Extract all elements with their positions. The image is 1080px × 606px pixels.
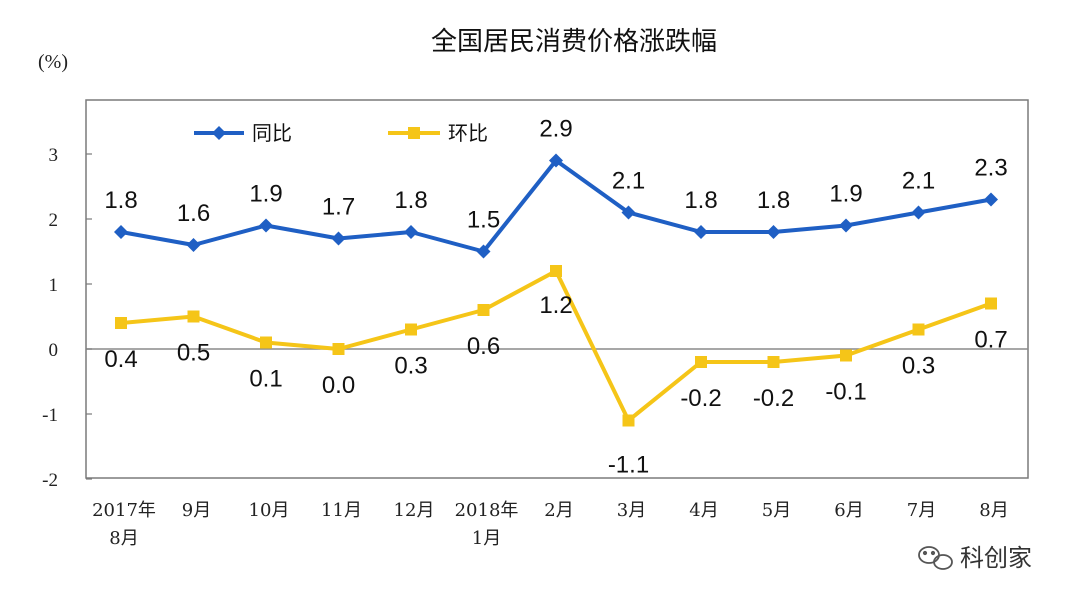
data-label-yoy: 2.1 [612,168,645,195]
y-tick-label: 0 [49,340,59,361]
data-label-yoy: 1.7 [322,194,355,221]
data-label-yoy: 1.8 [684,187,717,214]
data-point-yoy [331,231,346,246]
legend-marker-mom [408,127,420,139]
x-tick-label: 5月 [762,500,791,521]
y-axis-ticks: 3 2 1 0 -1 -2 [42,145,92,491]
data-point-yoy [766,225,781,239]
x-tick-label: 2018年 [455,500,519,521]
data-label-yoy: 1.8 [757,187,790,214]
y-tick-label: -2 [42,470,58,491]
x-tick-label: 8月 [109,528,138,549]
watermark: 科创家 [918,544,1032,572]
y-tick-label: 2 [49,210,59,231]
data-label-yoy: 1.8 [104,187,137,214]
data-point-mom [260,336,272,349]
data-label-mom: 0.1 [249,366,282,393]
data-labels: 1.8 1.6 1.9 1.7 1.8 1.5 2.9 2.1 1.8 1.8 1.9 2.1 2.3 0… [104,116,1007,479]
x-axis-ticks: 2017年 8月 9月 10月 11月 12月 2018年 1月 2月 3月 4月 5月 6月 7月 8月 [92,500,1009,549]
wechat-icon [918,546,953,570]
data-label-mom: -0.2 [680,385,721,412]
x-tick-label: 1月 [472,528,501,549]
data-label-yoy: 1.5 [467,207,500,234]
data-point-yoy [404,225,418,239]
x-tick-label: 11月 [321,500,362,521]
data-point-yoy [694,225,708,239]
series-layer [114,153,998,427]
legend-marker-yoy [212,126,226,140]
x-tick-label: 3月 [617,500,646,521]
data-label-yoy: 1.6 [177,200,210,227]
x-tick-label: 9月 [182,500,211,521]
data-point-mom [912,323,925,336]
data-label-yoy: 1.9 [249,181,282,208]
data-point-mom [405,323,417,336]
data-label-yoy: 2.9 [539,116,572,143]
data-point-yoy [549,153,563,168]
data-point-yoy [259,218,273,233]
data-label-mom: 0.3 [902,353,935,380]
x-tick-label: 7月 [907,500,936,521]
legend-label-yoy: 同比 [252,121,292,145]
data-point-yoy [911,205,926,220]
data-label-yoy: 1.9 [829,181,862,208]
data-point-mom [840,349,852,362]
data-label-mom: -0.2 [753,385,794,412]
legend-item-mom: 环比 [388,121,488,145]
data-point-mom [767,356,780,368]
plot-frame [85,99,1029,479]
y-tick-label: 3 [49,145,59,166]
data-label-mom: 0.5 [177,340,210,367]
data-point-mom [187,310,200,323]
data-label-yoy: 2.1 [902,168,935,195]
x-tick-label: 10月 [249,500,290,521]
data-point-yoy [114,225,128,239]
data-label-yoy: 2.3 [974,155,1007,182]
data-label-mom: 0.7 [974,327,1007,354]
data-point-mom [985,297,997,310]
x-tick-label: 4月 [689,500,718,521]
x-tick-label: 2017年 [92,500,156,521]
data-point-mom [622,414,635,427]
data-label-mom: 0.3 [394,353,427,380]
x-tick-label: 8月 [979,500,1008,521]
legend: 同比 环比 [194,121,488,145]
data-label-yoy: 1.8 [394,187,427,214]
data-point-mom [550,265,562,277]
data-label-mom: -1.1 [608,452,649,479]
data-point-yoy [984,192,998,207]
y-tick-label: -1 [42,405,58,426]
data-point-mom [115,317,127,329]
x-tick-label: 2月 [544,500,573,521]
legend-label-mom: 环比 [448,121,488,145]
data-point-mom [332,343,345,355]
data-label-mom: -0.1 [825,379,866,406]
watermark-text: 科创家 [960,544,1032,572]
data-point-yoy [621,205,636,220]
y-unit-label: (%) [38,51,68,73]
data-label-mom: 0.6 [467,333,500,360]
data-point-yoy [186,238,201,252]
data-label-mom: 0.4 [104,346,137,373]
y-tick-label: 1 [49,275,59,296]
data-label-mom: 0.0 [322,372,355,399]
data-point-mom [477,304,490,316]
data-label-mom: 1.2 [539,292,572,319]
legend-item-yoy: 同比 [194,121,292,145]
chart-title: 全国居民消费价格涨跌幅 [431,27,717,57]
data-point-yoy [839,218,853,233]
data-point-mom [695,356,707,368]
x-tick-label: 12月 [394,500,435,521]
x-tick-label: 6月 [834,500,863,521]
data-point-yoy [476,244,491,259]
